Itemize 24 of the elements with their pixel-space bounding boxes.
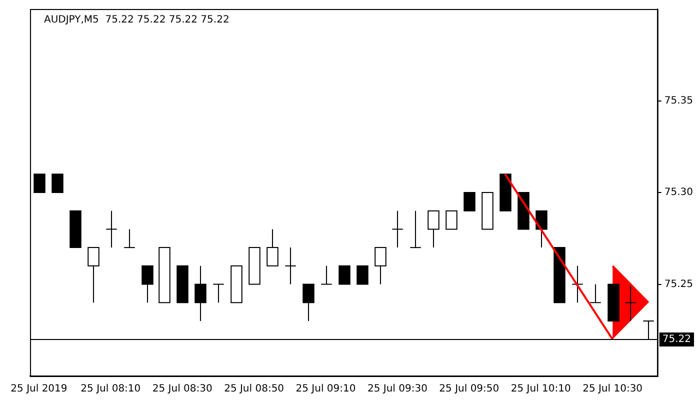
candlestick	[106, 210, 118, 248]
x-tick-label: 25 Jul 09:10	[296, 384, 356, 395]
x-tick-label: 25 Jul 08:50	[224, 384, 284, 395]
x-tick-label: 25 Jul 09:50	[439, 384, 500, 395]
text: AUDJPY,M5 75.22 75.22 75.22 75.22	[44, 14, 230, 26]
candlestick	[320, 265, 332, 285]
x-tick-label: 25 Jul 08:30	[152, 384, 212, 395]
ref-line-label: 75.22	[662, 334, 692, 346]
candlestick	[124, 228, 136, 248]
candlestick	[392, 210, 404, 248]
candlestick	[284, 247, 296, 285]
candlestick	[590, 284, 602, 304]
candlestick	[212, 284, 224, 304]
x-tick-label: 25 Jul 09:30	[367, 384, 428, 395]
x-tick-label: 25 Jul 08:10	[80, 384, 141, 395]
x-tick-label: 25 Jul 2019	[10, 384, 68, 395]
candlestick	[572, 265, 584, 304]
y-tick-label: 75.35	[664, 95, 694, 106]
x-tick-label: 25 Jul 10:30	[582, 384, 643, 395]
candlestick	[624, 284, 636, 322]
x-tick-label: 25 Jul 10:10	[510, 384, 571, 395]
candlestick	[410, 210, 422, 248]
y-tick-label: 75.25	[664, 278, 694, 290]
y-tick-label: 75.30	[664, 187, 694, 198]
